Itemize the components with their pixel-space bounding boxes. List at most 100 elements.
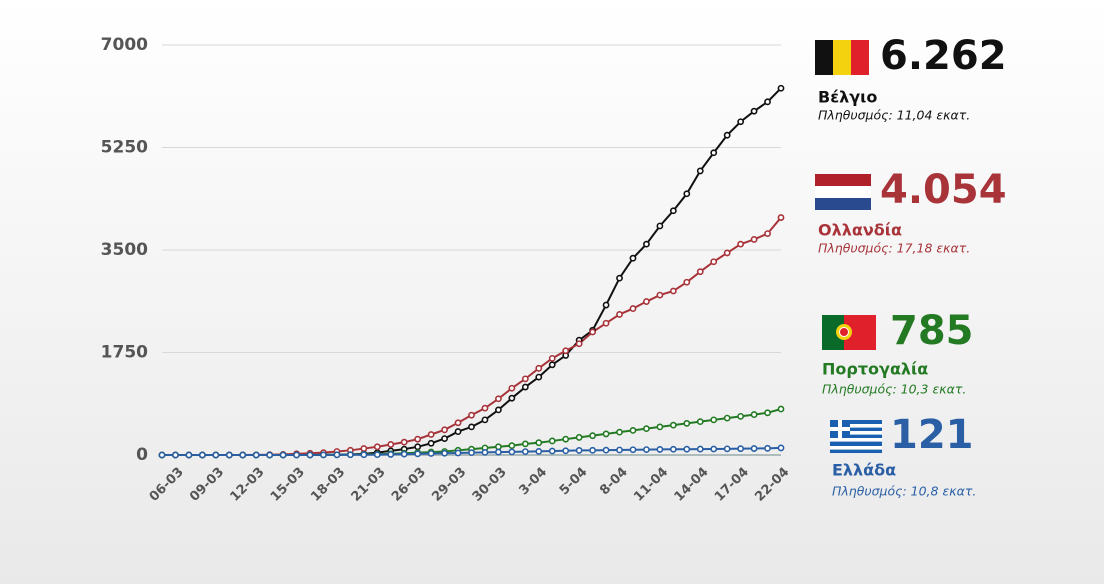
data-point <box>266 451 274 459</box>
data-point <box>185 451 193 459</box>
data-point <box>723 445 731 453</box>
data-point <box>481 416 489 424</box>
legend-population: Πληθυσμός: 10,3 εκατ. <box>822 382 966 397</box>
data-point <box>750 445 758 452</box>
data-point <box>737 412 745 420</box>
data-point <box>696 268 704 276</box>
data-point <box>575 447 583 454</box>
data-point <box>333 451 341 459</box>
data-point <box>239 451 247 459</box>
data-point <box>710 149 718 157</box>
data-point <box>252 451 260 459</box>
data-point <box>521 375 529 383</box>
data-point <box>643 240 650 248</box>
data-point <box>575 434 583 441</box>
data-point <box>737 445 745 453</box>
data-point <box>737 118 745 126</box>
data-point <box>656 423 664 431</box>
data-point <box>508 384 516 392</box>
flag-portugal <box>822 315 876 350</box>
data-point <box>629 426 637 434</box>
data-point <box>508 448 516 456</box>
data-point <box>669 445 677 453</box>
data-point <box>481 404 489 412</box>
data-point <box>777 444 785 452</box>
data-point <box>562 435 570 443</box>
data-point <box>777 84 785 92</box>
data-point <box>723 414 731 422</box>
legend-name: Βέλγιο <box>818 88 877 107</box>
data-point <box>696 167 704 175</box>
legend-population: Πληθυσμός: 10,8 εκατ. <box>832 484 976 499</box>
data-point <box>468 449 475 457</box>
data-point <box>400 438 408 446</box>
data-point <box>643 425 650 433</box>
data-point <box>225 451 233 459</box>
data-point <box>737 240 745 248</box>
data-point <box>629 446 637 454</box>
data-point <box>669 207 677 215</box>
data-point <box>212 451 220 459</box>
data-point <box>454 419 462 427</box>
data-point <box>414 450 422 458</box>
data-point <box>562 447 570 455</box>
data-point <box>602 319 610 327</box>
data-point <box>548 447 556 455</box>
data-point <box>548 361 556 369</box>
data-point <box>710 416 718 424</box>
legend-population: Πληθυσμός: 17,18 εκατ. <box>818 241 970 256</box>
data-point <box>710 445 718 453</box>
data-point <box>414 435 422 443</box>
legend-population: Πληθυσμός: 11,04 εκατ. <box>818 108 970 123</box>
data-point <box>683 445 691 453</box>
y-tick-label: 0 <box>136 445 148 465</box>
y-tick-label: 1750 <box>101 343 148 363</box>
data-point <box>387 451 395 458</box>
data-point <box>643 446 650 454</box>
data-point <box>427 450 435 457</box>
data-point <box>454 428 462 435</box>
data-point <box>750 411 758 418</box>
legend-value: 785 <box>890 308 974 354</box>
data-point <box>616 274 623 282</box>
data-point <box>696 445 704 453</box>
flag-greece <box>830 420 882 453</box>
data-point <box>764 230 771 237</box>
legend-value: 4.054 <box>880 167 1007 213</box>
data-point <box>279 451 287 459</box>
data-point <box>696 418 704 426</box>
data-point <box>616 311 623 318</box>
data-point <box>293 451 300 459</box>
data-point <box>495 395 502 403</box>
data-point <box>495 406 502 414</box>
data-point <box>495 448 502 456</box>
data-point <box>198 451 206 459</box>
data-point <box>764 98 771 106</box>
data-point <box>643 298 650 305</box>
data-point <box>548 354 556 362</box>
data-point <box>535 373 543 381</box>
legend-name: Ολλανδία <box>818 221 902 240</box>
data-point <box>575 340 583 348</box>
flag-belgium <box>815 40 869 75</box>
data-point <box>683 419 691 427</box>
data-point <box>562 347 570 355</box>
legend-name: Ελλάδα <box>832 461 896 480</box>
data-point <box>683 190 691 198</box>
y-tick-label: 3500 <box>101 240 148 260</box>
data-point <box>373 451 381 459</box>
legend-name: Πορτογαλία <box>822 360 928 379</box>
data-point <box>373 443 381 451</box>
data-point <box>360 445 368 452</box>
data-point <box>481 448 489 456</box>
data-point <box>508 394 516 402</box>
data-point <box>750 107 758 115</box>
data-point <box>750 236 758 243</box>
data-point <box>629 254 637 262</box>
data-point <box>441 435 448 442</box>
legend-value: 6.262 <box>880 33 1007 79</box>
data-point <box>172 451 179 459</box>
data-point <box>495 443 502 451</box>
data-point <box>589 328 597 336</box>
